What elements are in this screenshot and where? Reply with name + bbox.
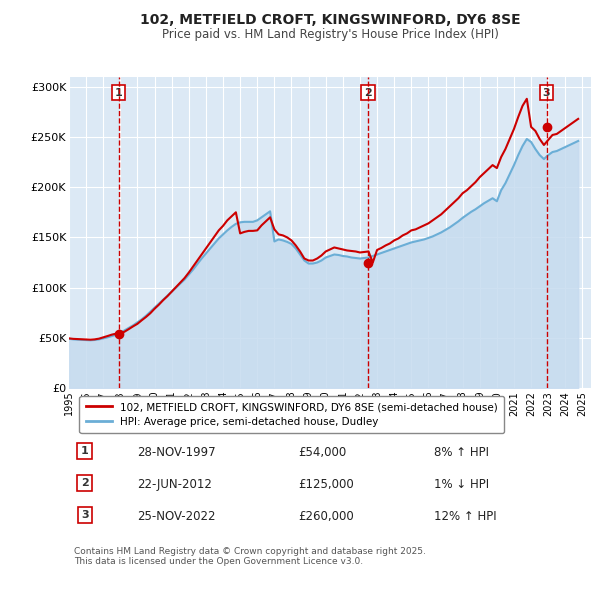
Text: 3: 3 — [542, 87, 550, 97]
Legend: 102, METFIELD CROFT, KINGSWINFORD, DY6 8SE (semi-detached house), HPI: Average p: 102, METFIELD CROFT, KINGSWINFORD, DY6 8… — [79, 396, 504, 433]
Text: 22-JUN-2012: 22-JUN-2012 — [137, 478, 212, 491]
Text: 2: 2 — [364, 87, 372, 97]
Text: 12% ↑ HPI: 12% ↑ HPI — [434, 510, 497, 523]
Text: 28-NOV-1997: 28-NOV-1997 — [137, 446, 215, 459]
Text: £260,000: £260,000 — [299, 510, 355, 523]
Text: 1% ↓ HPI: 1% ↓ HPI — [434, 478, 490, 491]
Text: £54,000: £54,000 — [299, 446, 347, 459]
Text: 3: 3 — [81, 510, 88, 520]
Text: 25-NOV-2022: 25-NOV-2022 — [137, 510, 215, 523]
Text: Price paid vs. HM Land Registry's House Price Index (HPI): Price paid vs. HM Land Registry's House … — [161, 28, 499, 41]
Text: 2: 2 — [81, 478, 89, 488]
Text: 1: 1 — [81, 446, 89, 456]
Text: 8% ↑ HPI: 8% ↑ HPI — [434, 446, 490, 459]
Text: £125,000: £125,000 — [299, 478, 355, 491]
Text: 1: 1 — [115, 87, 122, 97]
Text: Contains HM Land Registry data © Crown copyright and database right 2025.
This d: Contains HM Land Registry data © Crown c… — [74, 547, 426, 566]
Text: 102, METFIELD CROFT, KINGSWINFORD, DY6 8SE: 102, METFIELD CROFT, KINGSWINFORD, DY6 8… — [140, 12, 520, 27]
